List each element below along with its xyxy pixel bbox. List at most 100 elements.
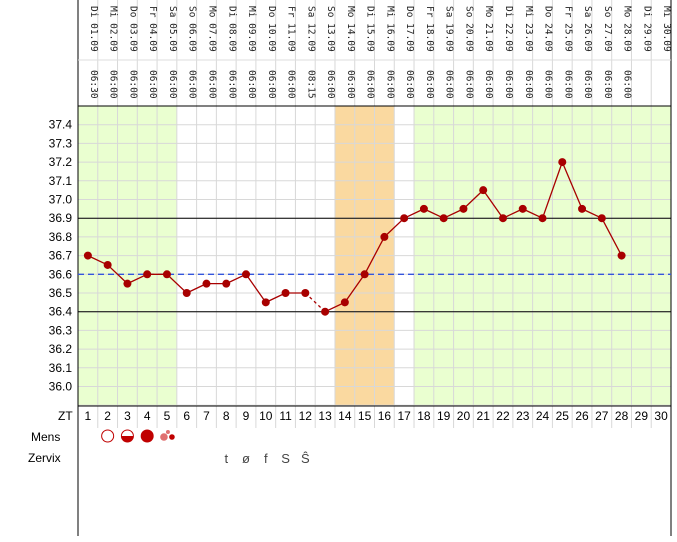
date-label: Sa 26.09: [582, 6, 593, 52]
y-tick-label: 37.2: [49, 155, 73, 169]
time-label: 08:15: [305, 70, 316, 99]
date-label: Di 22.09: [503, 6, 514, 52]
y-tick-label: 36.1: [49, 361, 73, 375]
date-label: Mi 30.09: [661, 6, 672, 52]
cycle-day-label: 25: [556, 409, 570, 423]
data-point: [597, 214, 606, 223]
row-labels: ZT Mens Zervix: [28, 409, 73, 465]
data-point: [123, 279, 132, 288]
mens-spotting-icon: [101, 429, 115, 443]
date-label: Fr 04.09: [147, 6, 158, 52]
series-segment: [245, 273, 267, 303]
cycle-day-label: 28: [615, 409, 629, 423]
grid-lines: [77, 0, 672, 536]
time-label: 06:00: [483, 70, 494, 99]
cycle-day-label: 13: [318, 409, 332, 423]
data-point: [162, 270, 171, 279]
y-tick-label: 36.8: [49, 230, 73, 244]
y-tick-label: 37.1: [49, 174, 73, 188]
reference-lines: [78, 217, 671, 313]
data-point: [380, 232, 389, 241]
data-point: [281, 289, 290, 297]
mens-dots-icon: [165, 430, 170, 434]
date-label: Sa 05.09: [167, 6, 178, 52]
date-label: So 06.09: [187, 6, 198, 52]
zervix-symbol: Ŝ: [301, 451, 310, 466]
data-point: [400, 214, 409, 223]
time-label: 06:00: [167, 70, 178, 99]
y-tick-label: 36.6: [49, 267, 73, 281]
cycle-day-label: 23: [516, 409, 530, 423]
mens-light-fill-icon: [121, 436, 134, 443]
mens-heavy-icon: [140, 429, 154, 443]
time-label: 06:00: [206, 70, 217, 99]
data-point: [321, 307, 330, 316]
series-segment: [166, 273, 188, 294]
data-point: [222, 279, 231, 288]
cycle-day-label: 29: [635, 409, 649, 423]
date-label: Fr 11.09: [286, 6, 297, 52]
mens-row-label: Mens: [31, 430, 60, 444]
data-point: [538, 214, 547, 223]
time-label: 06:00: [187, 70, 198, 99]
series-segment: [601, 217, 623, 256]
cycle-day-label: 24: [536, 409, 550, 423]
data-point: [578, 204, 587, 213]
cycle-day-label: 15: [358, 409, 372, 423]
date-label: So 27.09: [602, 6, 613, 52]
date-label: Fr 25.09: [562, 6, 573, 52]
y-tick-label: 37.0: [49, 193, 73, 207]
cycle-day-label: 5: [164, 409, 171, 423]
date-label: Mi 16.09: [384, 6, 395, 52]
cycle-day-label: 3: [124, 409, 131, 423]
series-segment: [364, 236, 385, 275]
series-segment: [561, 161, 583, 210]
cycle-day-label: 27: [595, 409, 609, 423]
data-point: [202, 279, 211, 288]
series-segment: [541, 161, 563, 219]
y-tick-label: 37.3: [49, 136, 73, 150]
cycle-day-label: 1: [85, 409, 92, 423]
data-point: [301, 289, 310, 297]
data-point: [479, 186, 488, 195]
series-segment: [463, 189, 484, 210]
data-point: [360, 270, 369, 279]
date-label: Mi 02.09: [108, 6, 119, 52]
mens-row: [101, 429, 175, 443]
data-point: [459, 204, 468, 213]
time-label: 06:00: [147, 70, 158, 99]
time-label: 06:00: [108, 70, 119, 99]
y-tick-label: 37.4: [49, 118, 73, 132]
cycle-day-label: 12: [299, 409, 313, 423]
data-point: [419, 204, 428, 213]
cycle-day-row: 1 2 3 4 5 6 7 8 9 10 11 12 13 14 15 16 17 18 19 20 21 22 23 24 2…: [85, 409, 669, 423]
data-point: [182, 289, 191, 297]
cycle-day-label: 19: [437, 409, 451, 423]
cycle-day-label: 11: [279, 409, 292, 423]
date-label: So 13.09: [325, 6, 336, 52]
y-tick-label: 36.9: [49, 211, 73, 225]
date-label: Di 29.09: [641, 6, 652, 52]
zervix-row-label: Zervix: [28, 451, 61, 465]
date-label: Sa 19.09: [444, 6, 455, 52]
y-tick-label: 36.4: [49, 305, 73, 319]
date-label: Mi 09.09: [246, 6, 257, 52]
data-point: [261, 298, 270, 307]
y-tick-label: 36.5: [49, 286, 73, 300]
time-label: 06:00: [384, 70, 395, 99]
cycle-day-label: 16: [378, 409, 392, 423]
data-point: [518, 204, 527, 213]
zervix-symbol: S: [281, 451, 290, 466]
cycle-day-label: 18: [417, 409, 431, 423]
series-segment: [383, 217, 405, 238]
date-header: Di 01.09 06:30 Mi 02.09 06:00 Do 03.09 06:00 F…: [88, 6, 672, 99]
time-label: 06:00: [582, 70, 593, 99]
y-tick-label: 36.3: [49, 323, 73, 337]
cycle-day-label: 9: [243, 409, 250, 423]
data-point: [242, 270, 251, 279]
temperature-series: [83, 158, 626, 316]
time-label: 06:00: [325, 70, 336, 99]
series-segment: [482, 189, 504, 219]
cycle-day-label: 21: [477, 409, 491, 423]
cycle-day-label: 10: [259, 409, 273, 423]
